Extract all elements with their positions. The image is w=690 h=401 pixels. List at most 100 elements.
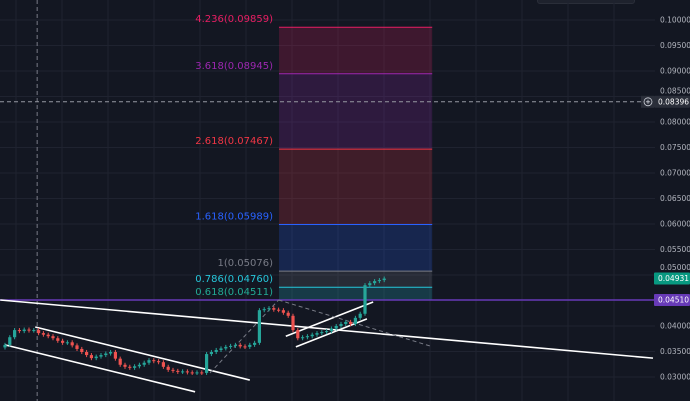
- candle: [133, 364, 137, 370]
- price-axis-tick: 0.05500: [660, 245, 690, 254]
- candle: [46, 332, 50, 339]
- candle-body: [334, 326, 338, 329]
- candle: [224, 344, 228, 351]
- candle: [363, 283, 367, 316]
- candle: [315, 331, 319, 337]
- candle-body: [382, 278, 386, 281]
- candle: [344, 319, 348, 326]
- candle-body: [272, 308, 276, 310]
- candle-body: [94, 356, 98, 359]
- candle-body: [353, 317, 357, 324]
- candle-body: [8, 337, 12, 345]
- candle: [56, 336, 60, 343]
- candle: [353, 315, 357, 326]
- candle-body: [281, 310, 285, 313]
- candle: [37, 328, 41, 336]
- candle-body: [229, 345, 233, 347]
- candle: [80, 346, 84, 355]
- candle: [325, 329, 329, 335]
- candle-body: [181, 371, 185, 373]
- price-axis-tick: 0.10000: [660, 16, 690, 25]
- candle-body: [17, 330, 21, 332]
- price-axis-tick: 0.09000: [660, 67, 690, 76]
- candle-body: [89, 355, 93, 359]
- candle: [94, 354, 98, 361]
- candle: [238, 342, 242, 349]
- fib-zone: [279, 149, 433, 225]
- candle: [22, 327, 26, 334]
- candle-body: [56, 338, 60, 341]
- candle-body: [161, 362, 165, 367]
- candle-body: [46, 334, 50, 337]
- candle: [205, 352, 209, 375]
- candle-body: [70, 342, 74, 346]
- trend-line: [209, 299, 279, 374]
- candle-body: [233, 344, 237, 346]
- candle: [147, 358, 151, 365]
- candle: [99, 353, 103, 359]
- price-axis-tick: 0.08500: [660, 86, 690, 95]
- candle-body: [377, 280, 381, 282]
- candle: [214, 347, 218, 355]
- candle: [377, 278, 381, 284]
- price-axis-tick: 0.03000: [660, 373, 690, 382]
- candle-body: [27, 329, 31, 331]
- candle: [229, 343, 233, 349]
- candle: [291, 313, 295, 333]
- candle: [272, 306, 276, 312]
- candle-body: [65, 342, 69, 344]
- candle: [195, 370, 199, 375]
- price-axis-tick: 0.08000: [660, 118, 690, 127]
- candle-body: [219, 348, 223, 350]
- candle-body: [277, 309, 281, 311]
- candle: [166, 364, 170, 372]
- last-price-badge: [654, 272, 690, 285]
- candle-body: [267, 308, 271, 310]
- toolbar-panel: [537, 0, 635, 4]
- candle-body: [137, 364, 141, 367]
- candle-body: [104, 353, 108, 356]
- candle: [248, 342, 252, 349]
- candle: [286, 310, 290, 318]
- candle-body: [329, 328, 333, 332]
- candle: [113, 349, 117, 361]
- candle-body: [190, 372, 194, 374]
- candle-body: [209, 352, 213, 355]
- line-price-badge: [654, 293, 690, 306]
- fib-level-label: 3.618(0.08945): [195, 61, 273, 72]
- candle-body: [224, 346, 228, 349]
- candle-body: [358, 313, 362, 318]
- candle-body: [99, 355, 103, 357]
- candle-body: [142, 362, 146, 365]
- candle-body: [200, 372, 204, 374]
- candle-body: [257, 310, 261, 343]
- fib-zone: [279, 224, 433, 272]
- candle: [267, 306, 271, 312]
- price-axis-tick: 0.05000: [660, 263, 690, 272]
- candle: [262, 307, 266, 313]
- trend-line: [285, 301, 374, 337]
- price-axis-tick: 0.06500: [660, 194, 690, 203]
- fib-zone: [279, 287, 433, 300]
- fib-zone: [279, 73, 433, 150]
- fib-level-label: 0.786(0.04760): [195, 274, 273, 285]
- candle: [41, 331, 45, 337]
- candle: [233, 342, 237, 348]
- price-axis-tick: 0.04000: [660, 322, 690, 331]
- last-price-badge-text: 0.04931: [658, 274, 689, 283]
- price-axis-tick: 0.03500: [660, 347, 690, 356]
- candle-body: [3, 344, 7, 348]
- candle: [152, 358, 156, 364]
- candle-body: [373, 281, 377, 284]
- candle: [320, 330, 324, 336]
- candle: [142, 360, 146, 367]
- candle: [32, 328, 36, 333]
- candle-body: [61, 340, 65, 343]
- candle: [171, 367, 175, 373]
- candle: [137, 362, 141, 369]
- candle: [181, 369, 185, 374]
- plus-circle-icon[interactable]: [641, 95, 654, 108]
- candle-body: [243, 346, 247, 348]
- candle-body: [238, 344, 242, 347]
